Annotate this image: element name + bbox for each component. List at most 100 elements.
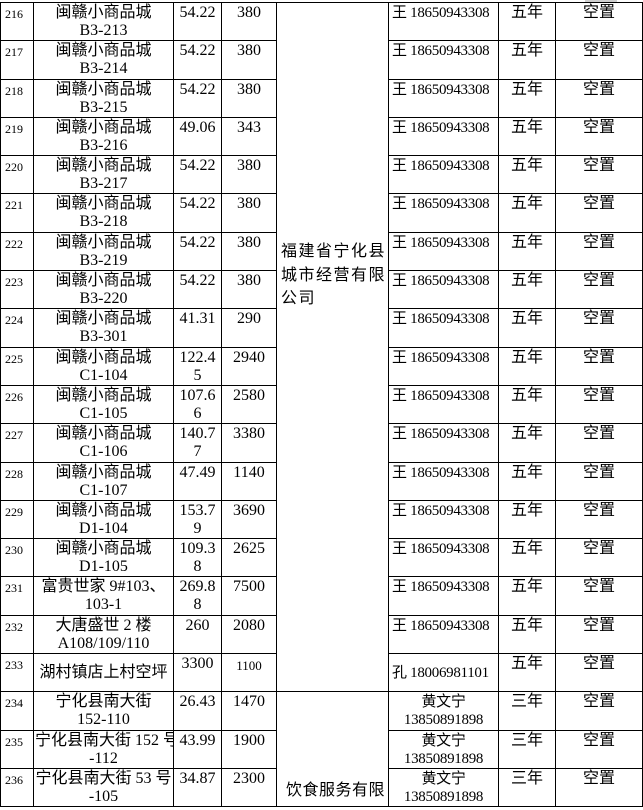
table-row: 226 闽赣小商品城 C1-105 107.6 6 2580 王 18650943308…	[0, 384, 643, 425]
property-name-cell: 湖村镇店上村空坪	[33, 653, 174, 693]
term-cell: 三年	[498, 729, 556, 769]
row-number-cell: 221	[0, 193, 34, 233]
table-row: 224 闽赣小商品城 B3-301 41.31 290 王 18650943308 五年空…	[0, 308, 643, 348]
area-cell: 26.43	[173, 691, 222, 731]
term-cell: 五年	[498, 78, 556, 118]
table-row: 233 湖村镇店上村空坪 3300 1100 孔 18006981101 五年 空置	[0, 653, 643, 693]
table-row: 221 闽赣小商品城 B3-218 54.22 380 王 18650943308 五年空…	[0, 193, 643, 233]
status-cell: 空置	[555, 193, 643, 233]
rent-cell: 380	[221, 270, 277, 310]
area-cell: 153.7 9	[173, 499, 222, 540]
row-number-cell: 219	[0, 116, 34, 157]
row-number-cell: 225	[0, 346, 34, 386]
rent-cell: 380	[221, 40, 277, 80]
term-cell: 五年	[498, 231, 556, 272]
property-name-cell: 闽赣小商品城 B3-215	[33, 78, 174, 118]
property-name-cell: 闽赣小商品城 B3-219	[33, 231, 174, 272]
rent-cell: 380	[221, 231, 277, 272]
status-cell: 空置	[555, 1, 643, 42]
term-cell: 三年	[498, 691, 556, 731]
status-cell: 空置	[555, 729, 643, 769]
status-cell: 空置	[555, 384, 643, 425]
row-number-cell: 234	[0, 691, 34, 731]
rent-cell: 343	[221, 116, 277, 157]
contact-cell: 王 18650943308	[388, 1, 499, 42]
table-row: 216 闽赣小商品城 B3-213 54.22 380 福建省宁化县 城市经营有限 公司…	[0, 1, 643, 693]
term-cell: 五年	[498, 653, 556, 693]
area-cell: 54.22	[173, 270, 222, 310]
contact-cell: 王 18650943308	[388, 155, 499, 195]
table-row: 217 闽赣小商品城 B3-214 54.22 380 王 18650943308 五年空…	[0, 40, 643, 80]
rent-cell: 7500	[221, 576, 277, 616]
table-row: 234 宁化县南大街 152-110 26.43 1470 饮食服务有限 黄文宁 1385…	[0, 691, 643, 808]
contact-cell: 王 18650943308	[388, 538, 499, 578]
property-name-cell: 闽赣小商品城 C1-105	[33, 384, 174, 425]
status-cell: 空置	[555, 614, 643, 655]
contact-cell: 王 18650943308	[388, 346, 499, 386]
table-row: 230 闽赣小商品城 D1-105 109.3 8 2625 王 18650943308…	[0, 538, 643, 578]
area-cell: 260	[173, 614, 222, 655]
contact-cell: 黄文宁 13850891898	[388, 767, 499, 808]
contact-cell: 王 18650943308	[388, 270, 499, 310]
row-number-cell: 230	[0, 538, 34, 578]
table-row: 232 大唐盛世 2 楼 A108/109/110 260 2080 王 1865094…	[0, 614, 643, 655]
row-number-cell: 233	[0, 653, 34, 693]
rent-cell: 380	[221, 193, 277, 233]
top-edge-artifact	[585, 0, 617, 3]
property-name-cell: 闽赣小商品城 C1-107	[33, 461, 174, 501]
row-number-cell: 217	[0, 40, 34, 80]
property-name-cell: 闽赣小商品城 B3-218	[33, 193, 174, 233]
area-cell: 54.22	[173, 231, 222, 272]
property-name-cell: 闽赣小商品城 B3-301	[33, 308, 174, 348]
rent-cell: 1470	[221, 691, 277, 731]
term-cell: 五年	[498, 499, 556, 540]
area-cell: 269.8 8	[173, 576, 222, 616]
property-name-cell: 宁化县南大街 152 号 -112	[33, 729, 174, 769]
term-cell: 五年	[498, 155, 556, 195]
term-cell: 五年	[498, 40, 556, 80]
company-cell: 饮食服务有限	[276, 691, 389, 808]
term-cell: 五年	[498, 193, 556, 233]
property-name-cell: 闽赣小商品城 C1-106	[33, 423, 174, 463]
status-cell: 空置	[555, 576, 643, 616]
rent-cell: 2580	[221, 384, 277, 425]
row-number-cell: 218	[0, 78, 34, 118]
status-cell: 空置	[555, 308, 643, 348]
rent-cell: 2625	[221, 538, 277, 578]
contact-cell: 王 18650943308	[388, 40, 499, 80]
area-cell: 3300	[173, 653, 222, 693]
table-row: 231 富贵世家 9#103、 103-1 269.8 8 7500 王 1865094…	[0, 576, 643, 616]
table-row: 223 闽赣小商品城 B3-220 54.22 380 王 18650943308 五年空…	[0, 270, 643, 310]
contact-cell: 黄文宁 13850891898	[388, 729, 499, 769]
term-cell: 五年	[498, 346, 556, 386]
term-cell: 五年	[498, 461, 556, 501]
term-cell: 五年	[498, 270, 556, 310]
rent-cell: 1100	[221, 653, 277, 693]
rent-cell: 2080	[221, 614, 277, 655]
table-row: 227 闽赣小商品城 C1-106 140.7 7 3380 王 18650943308…	[0, 423, 643, 463]
property-name-cell: 闽赣小商品城 D1-104	[33, 499, 174, 540]
row-number-cell: 228	[0, 461, 34, 501]
row-number-cell: 224	[0, 308, 34, 348]
contact-cell: 王 18650943308	[388, 116, 499, 157]
property-name-cell: 闽赣小商品城 B3-216	[33, 116, 174, 157]
status-cell: 空置	[555, 116, 643, 157]
contact-cell: 王 18650943308	[388, 576, 499, 616]
row-number-cell: 235	[0, 729, 34, 769]
area-cell: 54.22	[173, 1, 222, 42]
area-cell: 107.6 6	[173, 384, 222, 425]
term-cell: 五年	[498, 576, 556, 616]
contact-cell: 王 18650943308	[388, 384, 499, 425]
table-row: 236 宁化县南大街 53 号 -105 34.87 2300 黄文宁 13850891…	[0, 767, 643, 808]
status-cell: 空置	[555, 691, 643, 731]
row-number-cell: 231	[0, 576, 34, 616]
property-name-cell: 大唐盛世 2 楼 A108/109/110	[33, 614, 174, 655]
company-cell: 福建省宁化县 城市经营有限 公司	[276, 1, 389, 693]
row-number-cell: 232	[0, 614, 34, 655]
status-cell: 空置	[555, 423, 643, 463]
row-number-cell: 229	[0, 499, 34, 540]
row-number-cell: 220	[0, 155, 34, 195]
property-name-cell: 闽赣小商品城 B3-217	[33, 155, 174, 195]
